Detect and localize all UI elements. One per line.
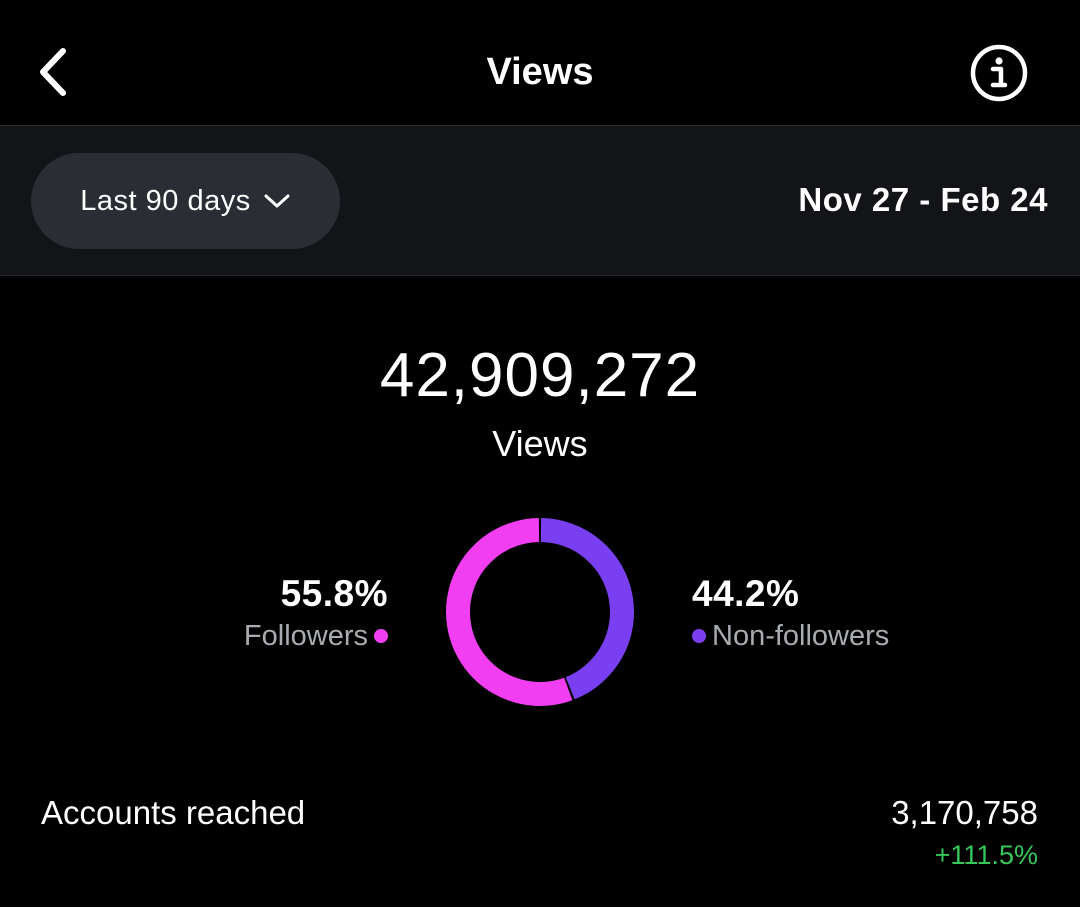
followers-label: Followers [243,620,368,652]
info-button[interactable] [966,42,1032,104]
back-button[interactable] [22,40,82,104]
views-donut-chart [446,518,634,706]
followers-stat: 55.8% Followers [150,570,388,654]
donut-segment-followers [446,518,573,706]
date-range-dropdown[interactable]: Last 90 days [31,153,340,249]
followers-label-row: Followers [150,618,388,654]
followers-legend-dot [374,629,388,643]
followers-percentage: 55.8% [280,573,388,614]
non-followers-stat: 44.2% Non-followers [692,570,992,654]
non-followers-percentage: 44.2% [692,573,800,614]
chevron-left-icon [40,48,66,96]
accounts-reached-change: +111.5% [934,840,1038,870]
non-followers-legend-dot [692,629,706,643]
donut-segment-non-followers [540,518,634,700]
date-range-dropdown-label: Last 90 days [80,184,251,217]
accounts-reached-label: Accounts reached [41,794,306,831]
chevron-down-icon [264,194,290,208]
top-bar: Views [0,0,1080,126]
total-views-label: Views [492,423,588,464]
date-range-text: Nov 27 - Feb 24 [798,181,1048,218]
info-icon [970,44,1028,102]
non-followers-label-row: Non-followers [692,618,992,654]
filter-bar: Last 90 days Nov 27 - Feb 24 [0,126,1080,276]
page-title: Views [486,51,594,93]
non-followers-label: Non-followers [712,620,890,652]
total-views-value: 42,909,272 [379,341,701,410]
accounts-reached-value: 3,170,758 [891,794,1038,831]
